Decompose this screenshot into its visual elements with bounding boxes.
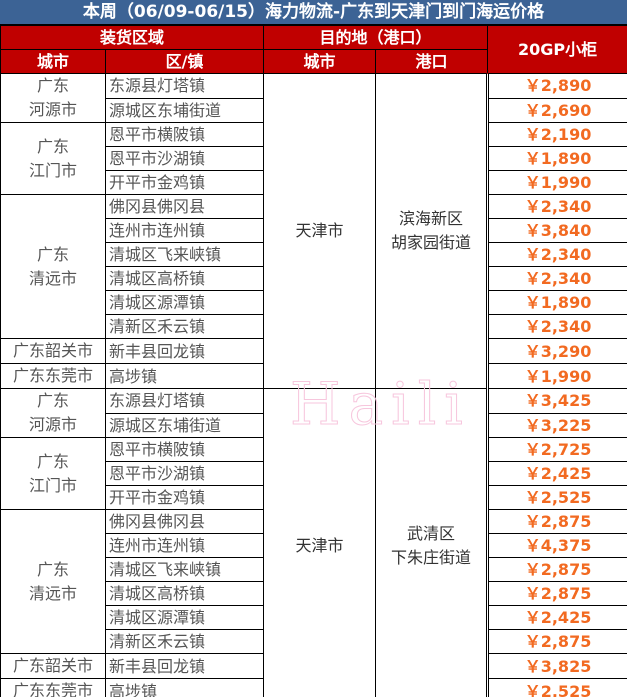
price-cell: ￥2,725 [486,437,627,462]
price-cell: ￥2,875 [486,509,627,534]
table-row: 清新区禾云镇 ￥2,340 [1,314,627,339]
price-cell: ￥4,375 [486,533,627,558]
town-cell: 高埗镇 [104,363,265,389]
city-cell: 广东 清远市 [0,509,106,654]
town-cell: 清城区源潭镇 [104,290,265,315]
table-row: 广东 江门市 恩平市横陂镇 ￥2,725 [0,437,627,510]
town-cell: 东源县灯塔镇 [104,388,265,414]
price-cell: ￥2,425 [486,461,627,486]
destination-header: 目的地（港口） [263,25,489,50]
price-cell: ￥1,990 [486,170,627,195]
city-cell: 广东东莞市 [0,678,106,697]
town-cell: 恩平市沙湖镇 [104,461,265,486]
price-cell: ￥1,990 [486,363,627,389]
table-row: 广东东莞市 高埗镇 ￥1,990 [0,363,627,389]
price-cell: ￥3,425 [486,388,627,414]
city-cell: 广东 河源市 [0,388,106,438]
town-cell: 开平市金鸡镇 [104,170,265,195]
price-cell: ￥2,875 [486,629,627,654]
port-cell: 武清区 下朱庄街道 [375,388,489,697]
town-cell: 佛冈县佛冈县 [104,509,265,534]
table-row: 清城区源潭镇 ￥2,425 [1,605,627,630]
town-cell: 清新区禾云镇 [104,629,265,654]
town-header: 区/镇 [104,49,265,74]
city-cell: 广东 河源市 [0,73,106,123]
price-cell: ￥2,890 [486,73,627,99]
price-cell: ￥2,340 [486,242,627,267]
table-row: 清城区飞来峡镇 ￥2,340 [1,242,627,267]
table-row: 清新区禾云镇 ￥2,875 [1,629,627,654]
dest-city-cell: 天津市 [263,73,377,389]
table-row: 广东东莞市 高埗镇 ￥2,525 [0,678,627,697]
town-cell: 连州市连州镇 [104,533,265,558]
city-cell: 广东 江门市 [0,122,106,195]
city-cell: 广东 清远市 [0,194,106,339]
town-cell: 佛冈县佛冈县 [104,194,265,219]
city-cell: 广东东莞市 [0,363,106,389]
table-row: 广东 清远市 佛冈县佛冈县 ￥2,875 [0,509,627,654]
price-cell: ￥2,425 [486,605,627,630]
city-header: 城市 [0,49,106,74]
loading-area-header: 装货区域 [0,25,265,50]
price-cell: ￥2,340 [486,266,627,291]
price-cell: ￥2,340 [486,314,627,339]
town-cell: 清新区禾云镇 [104,314,265,339]
town-cell: 新丰县回龙镇 [104,338,265,364]
town-cell: 恩平市横陂镇 [104,437,265,462]
town-cell: 连州市连州镇 [104,218,265,243]
price-table: 装货区域 目的地（港口） 20GP小柜 城市 区/镇 城市 港口 广东 河源市 东源县灯塔镇天… [0,25,627,697]
price-cell: ￥2,875 [486,557,627,582]
table-row: 恩平市沙湖镇 ￥1,890 [1,146,627,171]
town-cell: 清城区飞来峡镇 [104,557,265,582]
table-row: 开平市金鸡镇 ￥2,525 [1,485,627,510]
town-cell: 源城区东埔街道 [104,412,265,438]
table-row: 清城区源潭镇 ￥1,890 [1,290,627,315]
price-cell: ￥2,525 [486,678,627,697]
price-cell: ￥3,290 [486,338,627,364]
city-cell: 广东韶关市 [0,338,106,364]
town-cell: 开平市金鸡镇 [104,485,265,510]
table-row: 恩平市沙湖镇 ￥2,425 [1,461,627,486]
price-cell: ￥2,525 [486,485,627,510]
table-row: 广东韶关市 新丰县回龙镇 ￥3,825 [0,653,627,679]
sheet-title: 本周（06/09-06/15）海力物流-广东到天津门到门海运价格 [0,0,627,25]
price-cell: ￥2,340 [486,194,627,219]
table-row: 连州市连州镇 ￥3,840 [1,218,627,243]
table-row: 广东 河源市 东源县灯塔镇 天津市 滨海新区 胡家园街道 ￥2,890 [0,73,627,389]
port-header: 港口 [375,49,489,74]
town-cell: 新丰县回龙镇 [104,653,265,679]
town-cell: 清城区高桥镇 [104,581,265,606]
table-row: 清城区飞来峡镇 ￥2,875 [1,557,627,582]
town-cell: 恩平市横陂镇 [104,122,265,147]
price-cell: ￥2,690 [486,97,627,123]
price-cell: ￥2,190 [486,122,627,147]
city-cell: 广东 江门市 [0,437,106,510]
town-cell: 清城区飞来峡镇 [104,242,265,267]
town-cell: 恩平市沙湖镇 [104,146,265,171]
price-cell: ￥3,225 [486,412,627,438]
dest-city-cell: 天津市 [263,388,377,697]
container-header: 20GP小柜 [487,25,627,74]
town-cell: 东源县灯塔镇 [104,73,265,99]
town-cell: 源城区东埔街道 [104,97,265,123]
price-cell: ￥3,825 [486,653,627,679]
port-cell: 滨海新区 胡家园街道 [375,73,489,389]
town-cell: 清城区源潭镇 [104,605,265,630]
table-row: 源城区东埔街道 ￥2,690 [1,97,627,123]
town-cell: 清城区高桥镇 [104,266,265,291]
table-row: 清城区高桥镇 ￥2,340 [1,266,627,291]
town-cell: 高埗镇 [104,678,265,697]
price-cell: ￥1,890 [486,290,627,315]
price-cell: ￥3,840 [486,218,627,243]
price-cell: ￥2,875 [486,581,627,606]
price-cell: ￥1,890 [486,146,627,171]
city-cell: 广东韶关市 [0,653,106,679]
table-row: 广东 河源市 东源县灯塔镇 天津市 武清区 下朱庄街道 ￥3,425 [0,388,627,697]
dest-city-header: 城市 [263,49,377,74]
